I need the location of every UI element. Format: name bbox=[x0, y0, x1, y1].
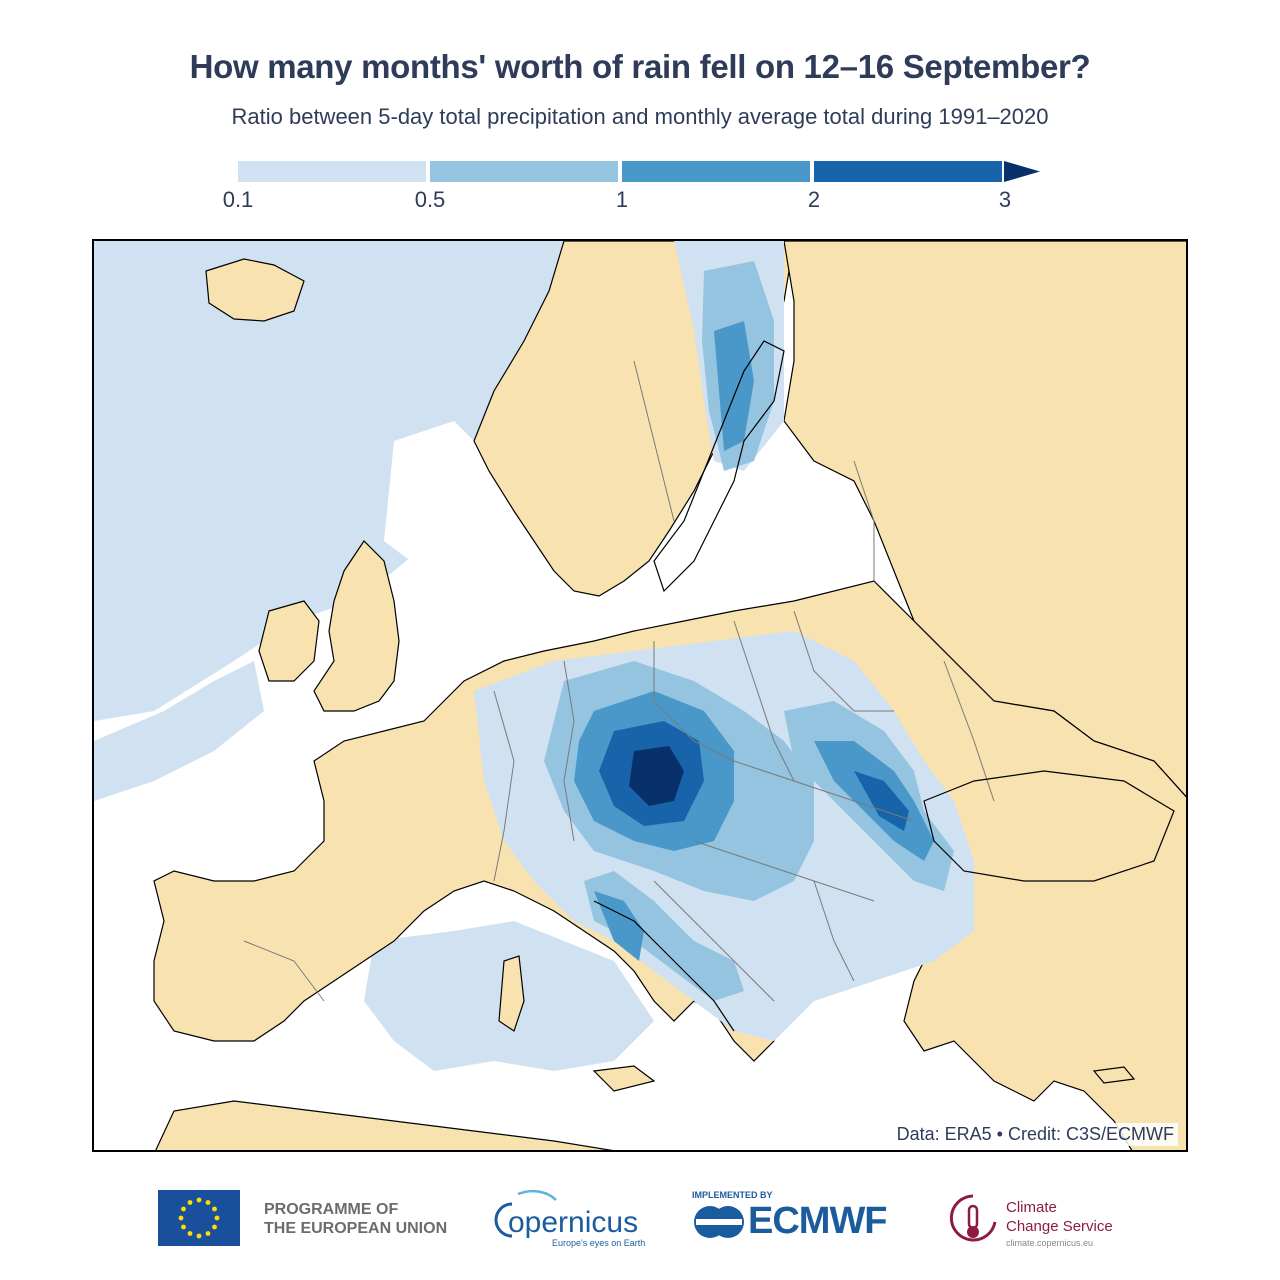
copernicus-wordmark: opernicus bbox=[508, 1206, 639, 1239]
data-credit: Data: ERA5 • Credit: C3S/ECMWF bbox=[892, 1123, 1178, 1146]
iceland bbox=[205, 258, 305, 322]
chart-subtitle: Ratio between 5-day total precipitation … bbox=[231, 104, 1049, 129]
legend-bin-0.1-0.5 bbox=[238, 161, 426, 182]
implemented-by-label: IMPLEMENTED BY bbox=[692, 1190, 773, 1200]
legend-extend-arrow bbox=[1004, 161, 1040, 182]
adriatic-coast bbox=[593, 900, 735, 1032]
black-sea-coast bbox=[923, 770, 1175, 882]
eu-programme-text: PROGRAMME OF THE EUROPEAN UNION bbox=[264, 1201, 448, 1237]
c3s-thermometer-icon bbox=[949, 1194, 997, 1242]
ireland bbox=[258, 600, 320, 682]
legend-tick-0.5: 0.5 bbox=[414, 187, 446, 212]
atlantic-rain-patch bbox=[94, 241, 574, 721]
legend-tick-1: 1 bbox=[615, 187, 629, 212]
sardinia bbox=[498, 955, 525, 1032]
legend-bin-1-2 bbox=[622, 161, 810, 182]
ecmwf-wordmark: ECMWF bbox=[748, 1200, 888, 1242]
legend-tick-3: 3 bbox=[998, 187, 1012, 212]
copernicus-tagline: Europe's eyes on Earth bbox=[552, 1238, 646, 1248]
map-canvas bbox=[94, 241, 1186, 1150]
legend-tick-2: 2 bbox=[807, 187, 821, 212]
c3s-url: climate.copernicus.eu bbox=[1006, 1238, 1094, 1248]
coastlines bbox=[593, 340, 1175, 1032]
europe-precipitation-map[interactable]: Data: ERA5 • Credit: C3S/ECMWF bbox=[92, 239, 1188, 1152]
baltic-sea-coast bbox=[653, 340, 785, 593]
legend-tick-0.1: 0.1 bbox=[222, 187, 254, 212]
great-britain bbox=[313, 540, 400, 712]
ecmwf-logo-icon bbox=[694, 1206, 744, 1238]
footer-logos: PROGRAMME OF THE EUROPEAN UNION opernicu… bbox=[0, 1186, 1280, 1256]
legend-bin-0.5-1 bbox=[430, 161, 618, 182]
cyprus bbox=[1092, 1066, 1136, 1084]
c3s-wordmark: Climate Change Service bbox=[1006, 1199, 1113, 1235]
legend-bin-2-3 bbox=[814, 161, 1002, 182]
colorbar-legend bbox=[238, 161, 1040, 185]
copernicus-logo-icon bbox=[494, 1189, 557, 1238]
sicily bbox=[592, 1065, 656, 1092]
chart-title: How many months' worth of rain fell on 1… bbox=[189, 48, 1091, 85]
rain-shading-land bbox=[474, 241, 974, 1041]
country-borders bbox=[243, 360, 995, 1002]
north-sea-dry bbox=[384, 421, 494, 571]
north-atlantic-rain-2 bbox=[94, 661, 264, 801]
eu-flag-logo bbox=[158, 1190, 240, 1246]
north-africa bbox=[155, 1100, 614, 1150]
